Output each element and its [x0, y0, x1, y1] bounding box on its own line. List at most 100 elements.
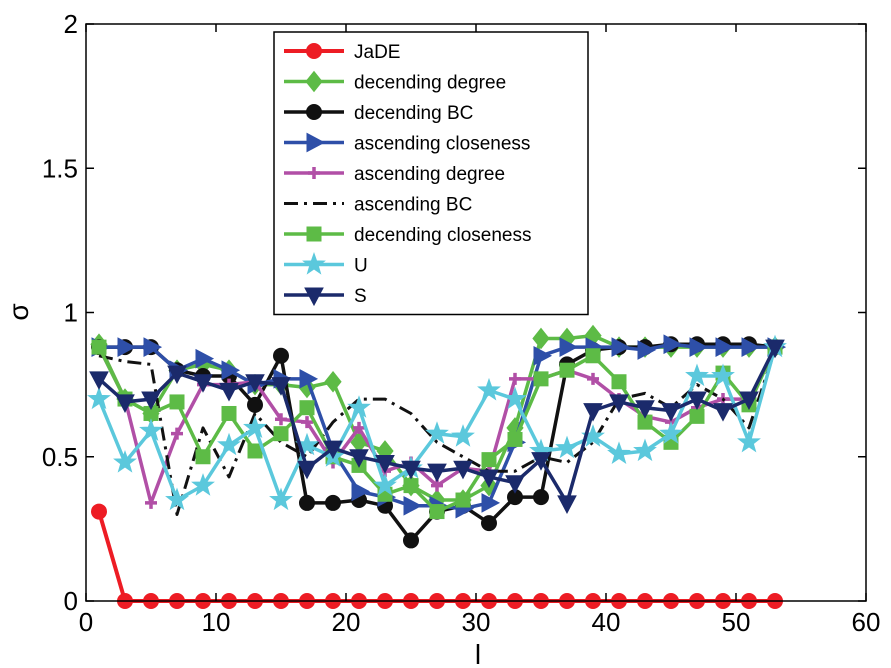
data-point-2-12 — [403, 532, 419, 549]
legend-entry-2: decending BC — [284, 103, 473, 124]
data-point-2-15 — [481, 515, 497, 532]
x-axis-label: l — [475, 639, 481, 668]
y-tick-label-2: 1 — [64, 298, 78, 328]
legend-entry-6: decending closeness — [284, 225, 531, 246]
data-point-3-20 — [611, 337, 631, 357]
legend-entry-8: S — [284, 286, 367, 307]
y-tick-label-1: 0.5 — [42, 442, 78, 472]
ticks-layer: 0 10 20 30 40 50 60 0 0.5 1 1.5 2 — [42, 9, 881, 637]
data-point-8-25 — [739, 391, 759, 411]
data-point-3-2 — [143, 337, 163, 357]
data-point-8-15 — [479, 469, 499, 489]
x-tick-label-5: 50 — [722, 607, 751, 637]
legend-entry-5: ascending BC — [284, 195, 472, 216]
data-point-8-2 — [141, 391, 161, 411]
data-point-1-17 — [532, 327, 550, 350]
x-tick-label-2: 20 — [332, 607, 361, 637]
data-point-7-3 — [165, 487, 189, 511]
data-point-3-22 — [663, 334, 683, 355]
y-axis-label: σ — [3, 303, 34, 320]
data-point-8-16 — [505, 475, 525, 494]
data-point-4-16 — [509, 372, 521, 385]
data-point-3-25 — [741, 337, 761, 357]
x-tick-label-6: 60 — [852, 607, 881, 637]
data-point-7-10 — [347, 395, 371, 418]
data-point-6-5 — [221, 405, 237, 421]
data-point-6-8 — [299, 400, 315, 416]
data-point-6-20 — [611, 374, 627, 390]
legend-label-1: decending degree — [354, 73, 506, 94]
legend-label-0: JaDE — [354, 42, 400, 63]
data-point-6-17 — [533, 371, 549, 387]
data-point-6-7 — [273, 426, 289, 442]
y-tick-label-0: 0 — [64, 586, 78, 616]
data-point-8-3 — [167, 365, 187, 385]
data-point-6-16 — [507, 431, 523, 447]
data-point-3-8 — [299, 369, 319, 389]
data-point-8-18 — [557, 495, 577, 514]
data-point-7-7 — [269, 487, 293, 511]
data-point-8-8 — [297, 460, 317, 480]
data-point-7-1 — [113, 449, 137, 473]
data-point-8-6 — [245, 374, 265, 393]
data-point-0-0 — [91, 503, 107, 520]
data-point-3-15 — [481, 493, 501, 513]
data-point-7-20 — [607, 441, 631, 464]
data-point-7-4 — [191, 473, 215, 496]
data-point-8-12 — [401, 460, 421, 480]
data-point-7-2 — [139, 418, 163, 441]
legend-marker-1 — [305, 70, 323, 93]
legend-label-3: ascending closeness — [354, 134, 530, 155]
series-7 — [87, 334, 787, 511]
data-point-8-17 — [531, 452, 551, 471]
data-point-6-19 — [585, 348, 601, 364]
legend-label-8: S — [354, 286, 367, 307]
data-point-8-21 — [635, 400, 655, 419]
data-point-7-18 — [555, 435, 579, 459]
data-point-4-2 — [145, 496, 157, 509]
data-point-8-9 — [323, 440, 343, 460]
data-point-4-7 — [275, 413, 287, 426]
data-point-6-3 — [169, 394, 185, 410]
data-point-4-10 — [353, 421, 365, 434]
data-point-7-0 — [87, 386, 111, 410]
series-5 — [98, 349, 777, 516]
series-layer — [87, 324, 787, 609]
data-point-4-3 — [171, 427, 183, 440]
data-point-8-5 — [219, 382, 239, 402]
x-tick-label-0: 0 — [79, 607, 93, 637]
data-point-6-13 — [429, 504, 445, 520]
data-point-3-5 — [221, 360, 241, 381]
legend-entry-4: ascending degree — [284, 164, 505, 185]
legend-label-2: decending BC — [354, 103, 473, 124]
data-point-4-8 — [301, 416, 313, 429]
data-point-3-21 — [637, 340, 657, 360]
data-point-3-1 — [117, 337, 137, 357]
data-point-7-23 — [685, 363, 709, 387]
data-point-8-7 — [271, 377, 291, 396]
data-point-3-12 — [403, 495, 423, 516]
data-point-8-13 — [427, 463, 447, 483]
data-point-7-6 — [243, 415, 267, 438]
data-point-7-21 — [633, 438, 657, 462]
data-point-8-11 — [375, 455, 395, 474]
data-point-4-19 — [587, 372, 599, 385]
data-point-8-14 — [453, 460, 473, 480]
x-tick-label-1: 10 — [202, 607, 231, 637]
legend-label-4: ascending degree — [354, 164, 505, 185]
x-tick-label-3: 30 — [462, 607, 491, 637]
legend-entry-0: JaDE — [284, 42, 400, 63]
data-point-6-0 — [91, 339, 107, 355]
data-point-7-13 — [425, 421, 449, 444]
data-point-2-9 — [325, 494, 341, 511]
legend-entry-7: U — [284, 251, 368, 277]
legend-label-7: U — [354, 256, 368, 277]
data-point-7-11 — [373, 473, 397, 496]
data-point-3-4 — [195, 348, 215, 369]
data-point-7-15 — [477, 377, 501, 401]
data-point-8-0 — [89, 371, 109, 390]
legend-marker-8 — [304, 287, 324, 307]
data-point-7-25 — [737, 429, 761, 453]
data-point-2-6 — [247, 396, 263, 413]
